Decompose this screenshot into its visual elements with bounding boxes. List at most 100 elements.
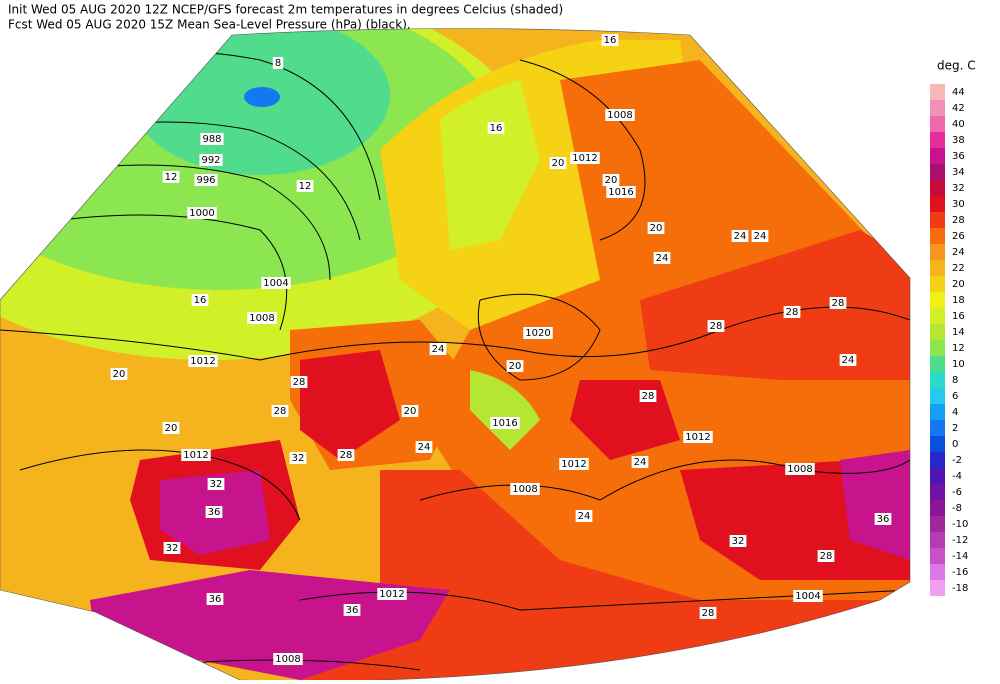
color-swatch — [930, 388, 945, 404]
shade-region — [244, 87, 280, 107]
temperature-label: 24 — [754, 231, 767, 242]
color-swatch — [930, 452, 945, 468]
temperature-label: 24 — [842, 355, 855, 366]
temperature-label: 36 — [346, 605, 359, 616]
shade-region — [840, 450, 910, 560]
color-swatch — [930, 532, 945, 548]
colorbar-label: 20 — [952, 279, 965, 290]
label-background — [631, 456, 649, 468]
color-swatch — [930, 116, 945, 132]
temperature-label: 20 — [552, 158, 565, 169]
label-background — [785, 463, 815, 475]
header-line: Init Wed 05 AUG 2020 12Z NCEP/GFS foreca… — [8, 3, 563, 17]
colorbar-label: -2 — [952, 455, 962, 466]
label-background — [729, 535, 747, 547]
temperature-label: 20 — [509, 361, 522, 372]
colorbar-label: 34 — [952, 167, 965, 178]
colorbar-label: 40 — [952, 119, 965, 130]
temperature-label: 24 — [734, 231, 747, 242]
isobar-label: 1012 — [561, 459, 586, 470]
label-background — [200, 133, 224, 145]
color-swatch — [930, 468, 945, 484]
temperature-label: 12 — [299, 181, 312, 192]
temperature-label: 20 — [165, 423, 178, 434]
temperature-label: 20 — [605, 175, 618, 186]
isobar — [477, 293, 601, 381]
isobar-label: 1012 — [379, 589, 404, 600]
colorbar-label: 26 — [952, 231, 965, 242]
color-swatch — [930, 324, 945, 340]
label-background — [570, 152, 600, 164]
label-background — [205, 506, 223, 518]
temperature-label: 16 — [490, 123, 503, 134]
color-swatch — [930, 244, 945, 260]
colorbar-label: -14 — [952, 551, 968, 562]
label-background — [163, 542, 181, 554]
isobar-label: 1012 — [685, 432, 710, 443]
label-background — [683, 431, 713, 443]
color-swatch — [930, 292, 945, 308]
color-swatch — [930, 180, 945, 196]
colorbar-label: 42 — [952, 103, 965, 114]
label-background — [296, 180, 314, 192]
temperature-label: 28 — [293, 377, 306, 388]
colorbar-label: 38 — [952, 135, 965, 146]
label-background — [731, 230, 749, 242]
label-background — [817, 550, 835, 562]
color-swatch — [930, 276, 945, 292]
color-swatch — [930, 164, 945, 180]
isobar-label: 1008 — [249, 313, 274, 324]
label-background — [415, 441, 433, 453]
temperature-label: 24 — [656, 253, 669, 264]
color-swatch — [930, 196, 945, 212]
label-background — [602, 174, 620, 186]
label-background — [290, 376, 308, 388]
label-background — [181, 449, 211, 461]
label-background — [343, 604, 361, 616]
isobar-label: 988 — [202, 134, 221, 145]
isobar-label: 1020 — [525, 328, 550, 339]
color-swatch — [930, 420, 945, 436]
colorbar-label: 24 — [952, 247, 965, 258]
temperature-label: 24 — [432, 344, 445, 355]
label-background — [506, 360, 524, 372]
isobar-label: 1012 — [183, 450, 208, 461]
label-background — [187, 207, 217, 219]
colorbar-label: 8 — [952, 375, 958, 386]
label-background — [510, 483, 540, 495]
colorbar-label: 0 — [952, 439, 958, 450]
label-background — [162, 422, 180, 434]
temperature-label: 32 — [166, 543, 179, 554]
colorbar-label: 28 — [952, 215, 965, 226]
shade-region — [440, 80, 540, 250]
color-swatch — [930, 84, 945, 100]
label-background — [523, 327, 553, 339]
shade-region — [470, 370, 540, 450]
label-background — [793, 590, 823, 602]
label-background — [606, 186, 636, 198]
colorbar-label: -8 — [952, 503, 962, 514]
temperature-label: 36 — [209, 594, 222, 605]
label-background — [271, 405, 289, 417]
colorbar-label: -10 — [952, 519, 968, 530]
temperature-label: 20 — [404, 406, 417, 417]
colorbar-label: 4 — [952, 407, 958, 418]
color-swatch — [930, 260, 945, 276]
isobar-label: 1012 — [190, 356, 215, 367]
color-swatch — [930, 484, 945, 500]
label-background — [605, 109, 635, 121]
header-line: Fcst Wed 05 AUG 2020 15Z Mean Sea-Level … — [8, 18, 411, 32]
temperature-label: 16 — [194, 295, 207, 306]
label-background — [247, 312, 277, 324]
isobar-label: 1004 — [795, 591, 820, 602]
colorbar-label: 14 — [952, 327, 965, 338]
colorbar-label: -16 — [952, 567, 968, 578]
temperature-label: 36 — [877, 514, 890, 525]
temperature-label: 28 — [340, 450, 353, 461]
label-background — [207, 478, 225, 490]
colorbar-label: 2 — [952, 423, 958, 434]
temperature-label: 24 — [418, 442, 431, 453]
color-swatch — [930, 148, 945, 164]
label-background — [289, 452, 307, 464]
temperature-label: 32 — [292, 453, 305, 464]
